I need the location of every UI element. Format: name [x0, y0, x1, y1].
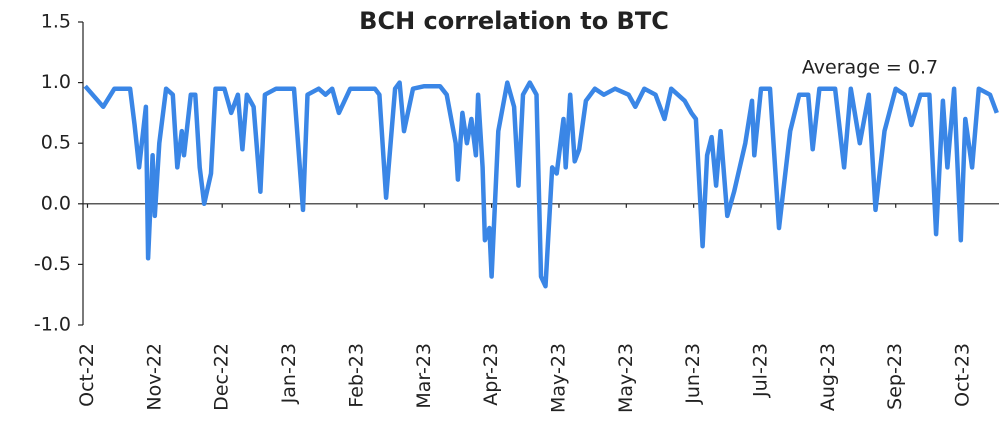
y-tick-label: 0.0	[41, 192, 71, 214]
y-tick-label: -1.0	[34, 314, 71, 336]
x-tick-label: Feb-23	[345, 343, 367, 408]
y-tick-label: -0.5	[34, 253, 71, 275]
x-tick-label: Jun-23	[682, 343, 704, 405]
y-tick-label: 0.5	[41, 132, 71, 154]
x-tick-label: Sep-23	[884, 343, 906, 410]
x-tick-label: Aug-23	[817, 343, 839, 411]
x-tick-label: Jul-23	[750, 343, 772, 398]
y-tick-label: 1.0	[41, 71, 71, 93]
data-line	[83, 80, 999, 289]
x-tick-label: Dec-22	[211, 343, 233, 411]
x-tick-label: May-23	[547, 343, 569, 413]
x-tick-label: May-23	[615, 343, 637, 413]
chart-title: BCH correlation to BTC	[359, 7, 669, 35]
x-tick-label: Apr-23	[480, 343, 502, 406]
x-tick-label: Jan-23	[278, 343, 300, 404]
y-tick-label: 1.5	[41, 11, 71, 33]
x-tick-label: Nov-22	[143, 343, 165, 411]
x-tick-label: Oct-22	[76, 343, 98, 407]
x-tick-label: Oct-23	[952, 343, 974, 407]
annotation: Average = 0.7	[802, 57, 938, 79]
x-tick-label: Mar-23	[413, 343, 435, 409]
